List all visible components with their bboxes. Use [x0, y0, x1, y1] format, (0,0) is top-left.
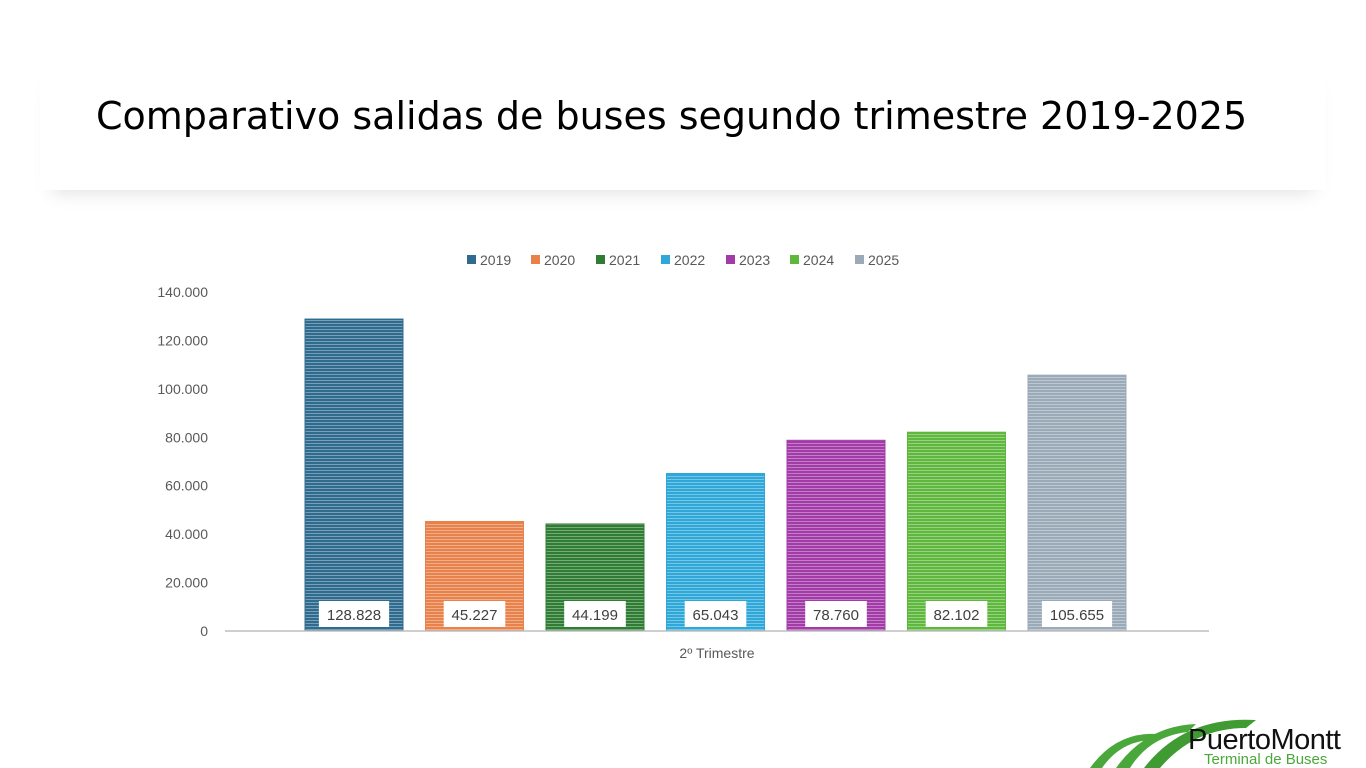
y-tick-label: 100.000 [157, 381, 208, 397]
title-band [40, 60, 1326, 190]
data-label-2023: 78.760 [813, 607, 859, 624]
bar-2025 [1027, 374, 1127, 632]
y-tick-label: 140.000 [157, 284, 208, 300]
bars-group: 128.828 45.227 44.199 65.043 78.760 82.102 105… [304, 318, 1127, 632]
data-label-2025: 105.655 [1050, 607, 1104, 624]
bar-2019 [304, 318, 404, 632]
legend-label-2022: 2022 [674, 252, 705, 268]
chart-legend: 2019 2020 2021 2022 2023 2024 2025 [467, 252, 899, 268]
legend-label-2023: 2023 [739, 252, 770, 268]
data-label-box [805, 601, 867, 627]
y-tick-label: 80.000 [165, 429, 208, 445]
legend-swatch-2025 [855, 255, 864, 264]
legend-label-2025: 2025 [868, 252, 899, 268]
legend-swatch-2019 [467, 255, 476, 264]
puerto-montt-logo [1090, 719, 1256, 768]
data-label-2021: 44.199 [572, 607, 618, 624]
data-label-box [443, 601, 506, 627]
legend-swatch-2024 [790, 255, 799, 264]
legend-label-2019: 2019 [480, 252, 511, 268]
legend-label-2024: 2024 [803, 252, 834, 268]
bar-2023 [786, 439, 886, 632]
data-label-box [925, 601, 988, 627]
legend-swatch-2023 [726, 255, 735, 264]
bar-2024 [907, 431, 1006, 632]
data-label-2019: 128.828 [327, 607, 381, 624]
x-category-label: 2º Trimestre [679, 645, 754, 661]
bar-chart: 2019 2020 2021 2022 2023 2024 2025 0 20.000 40.0… [157, 252, 1209, 661]
logo-subtitle: Terminal de Buses [1204, 751, 1328, 768]
data-label-2024: 82.102 [934, 607, 980, 624]
y-tick-label: 20.000 [165, 575, 208, 591]
legend-swatch-2020 [531, 255, 540, 264]
legend-swatch-2022 [661, 255, 670, 264]
legend-label-2020: 2020 [544, 252, 575, 268]
data-label-box [318, 601, 390, 627]
slide-title: Comparativo salidas de buses segundo tri… [96, 94, 1248, 138]
logo-title: PuertoMontt [1188, 724, 1341, 756]
legend-swatch-2021 [596, 255, 605, 264]
y-tick-label: 0 [200, 623, 208, 639]
data-label-box [1041, 601, 1113, 627]
y-tick-label: 120.000 [157, 332, 208, 348]
legend-label-2021: 2021 [609, 252, 640, 268]
y-tick-label: 40.000 [165, 526, 208, 542]
data-label-2022: 65.043 [693, 607, 739, 624]
data-label-box [684, 601, 747, 627]
y-tick-label: 60.000 [165, 478, 208, 494]
data-label-box [564, 601, 626, 627]
y-axis: 0 20.000 40.000 60.000 80.000 100.000 120.000 1… [157, 284, 208, 639]
data-label-2020: 45.227 [452, 607, 498, 624]
